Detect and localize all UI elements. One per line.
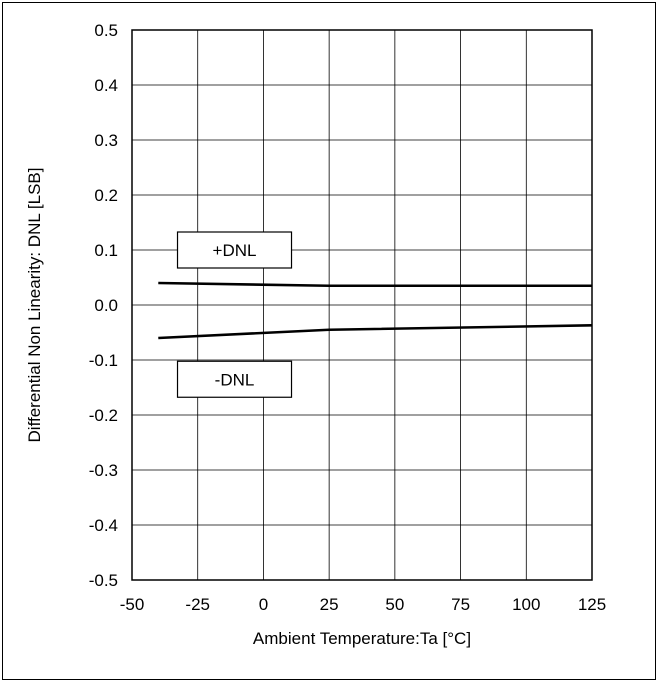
x-tick-labels: -50 -25 0 25 50 75 100 125: [120, 595, 606, 614]
y-tick-label: 0.4: [94, 76, 118, 95]
x-tick-label: 125: [578, 595, 606, 614]
y-tick-label: 0.5: [94, 21, 118, 40]
y-tick-label: -0.1: [89, 351, 118, 370]
x-tick-label: -50: [120, 595, 145, 614]
legend-label-minus-dnl: -DNL: [215, 370, 255, 389]
annotation-layer: +DNL -DNL: [176, 231, 293, 398]
x-axis-label: Ambient Temperature:Ta [°C]: [253, 629, 471, 648]
y-tick-labels: 0.5 0.4 0.3 0.2 0.1 0.0 -0.1 -0.2 -0.3 -0.4 -0.5: [89, 21, 118, 590]
legend-label-plus-dnl: +DNL: [213, 241, 257, 260]
x-tick-label: 50: [385, 595, 404, 614]
series-layer: [158, 281, 593, 340]
y-tick-label: 0.0: [94, 296, 118, 315]
plot-area: [131, 29, 593, 581]
y-tick-label: 0.2: [94, 186, 118, 205]
y-axis-label: Differential Non Linearity: DNL [LSB]: [25, 168, 44, 443]
legend-box-minus-dnl: [176, 360, 293, 398]
y-tick-label: -0.2: [89, 406, 118, 425]
legend-box-plus-dnl: [176, 231, 293, 269]
series-line-plus-dnl: [158, 281, 592, 288]
y-tick-label: 0.3: [94, 131, 118, 150]
x-tick-label: -25: [185, 595, 210, 614]
x-tick-label: 25: [320, 595, 339, 614]
y-tick-label: -0.4: [89, 516, 118, 535]
y-tick-label: 0.1: [94, 241, 118, 260]
x-tick-label: 75: [451, 595, 470, 614]
grid: [131, 29, 593, 581]
x-tick-label: 0: [259, 595, 268, 614]
x-tick-label: 100: [512, 595, 540, 614]
y-tick-label: -0.3: [89, 461, 118, 480]
y-tick-label: -0.5: [89, 571, 118, 590]
series-line-minus-dnl: [158, 324, 593, 340]
